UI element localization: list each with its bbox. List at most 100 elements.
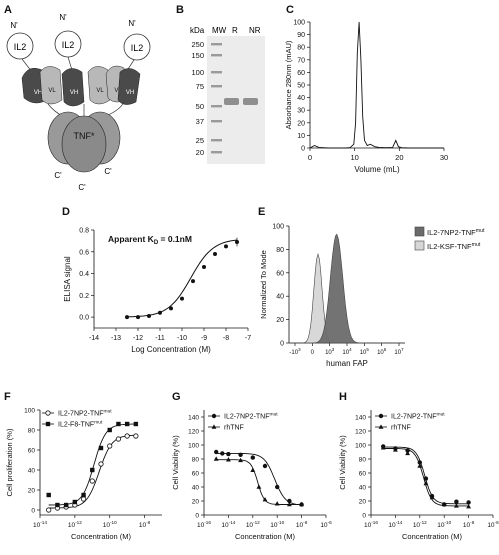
data-point [225, 457, 231, 462]
data-point [133, 433, 139, 439]
legend-label: rhTNF [224, 425, 244, 432]
data-point [107, 427, 112, 433]
y-tick-label: 0 [31, 508, 35, 515]
y-axis-label: Absorbance 280nm (mAU) [284, 40, 293, 129]
y-tick-label: 60 [192, 471, 200, 478]
panel-h: H 0 20 40 60 80 100 120 140 10-16 10-14 10-12 10-10… [333, 385, 499, 550]
x-axis-label: Volume (mL) [354, 165, 400, 174]
sds-page-gel: kDa MW R NR 250 150 100 75 50 37 25 20 [190, 26, 265, 164]
chart-d: 0.0 0.2 0.4 0.6 0.8 -14 -13 -12 -11 -10 -9 -8 -7 Appa… [63, 228, 251, 355]
legend-label: IL2-F8-TNFmut [58, 420, 103, 429]
legend-marker [45, 410, 51, 416]
data-point [169, 306, 173, 311]
c-terminus-label: C' [78, 183, 86, 192]
svg-text:VL: VL [96, 88, 104, 94]
x-tick-label: 107 [394, 347, 404, 356]
panel-label: H [339, 391, 347, 403]
y-tick-label: 0.2 [79, 293, 89, 300]
legend-label: IL2-7NP2-TNFmut [58, 409, 112, 418]
data-point [392, 447, 398, 452]
data-point [429, 494, 435, 500]
x-tick-label: 10-6 [487, 520, 499, 529]
data-point [238, 457, 244, 463]
x-tick-label: 10-12 [246, 520, 260, 529]
fit-curve [216, 459, 302, 505]
legend-swatch [414, 240, 425, 251]
data-point [46, 507, 52, 513]
y-tick-label: 80 [359, 457, 367, 464]
y-axis-label: Cell proliferation (%) [5, 428, 14, 496]
y-tick-label: 40 [276, 294, 284, 301]
y-axis-label: ELISA signal [63, 256, 72, 302]
marker-tick-label: 37 [196, 117, 204, 126]
y-tick-label: 0.8 [79, 228, 89, 235]
data-point [235, 239, 239, 244]
x-tick-label: -11 [155, 335, 165, 342]
lane-label-nr: NR [249, 26, 261, 35]
data-point [72, 499, 78, 505]
data-point [158, 310, 162, 315]
data-point [441, 501, 447, 507]
histogram-7np2 [289, 233, 405, 344]
y-tick-label: 80 [28, 428, 36, 435]
y-tick-label: 20 [28, 488, 36, 495]
y-tick-label: 120 [188, 429, 199, 436]
legend-label: IL2-7NP2-TNFmut [224, 412, 278, 421]
x-tick-label: -9 [201, 335, 207, 342]
x-tick-label: 10-14 [221, 520, 235, 529]
data-point [423, 480, 429, 486]
lane-label-mw: MW [212, 26, 227, 35]
data-point [380, 445, 386, 450]
y-tick-label: 20 [359, 499, 367, 506]
il2-domain-left: N' IL2 [6, 21, 34, 73]
il2-domain-right: N' IL2 [123, 19, 151, 73]
x-tick-label: -13 [111, 335, 121, 342]
y-tick-label: 10 [297, 133, 305, 140]
data-point [466, 503, 472, 509]
marker-tick-label: 250 [191, 40, 204, 49]
y-tick-label: 0 [280, 341, 284, 348]
y-tick-label: 40 [297, 95, 305, 102]
panel-c: C 0 10 20 30 40 50 60 70 80 90 100 0 10 20 30 Volume (m… [282, 0, 499, 180]
data-point [125, 315, 129, 320]
x-tick-label: 106 [377, 347, 387, 356]
y-axis-label: Cell Viability (%) [338, 435, 347, 490]
ladder-band [211, 139, 222, 142]
data-point [423, 476, 429, 481]
svg-text:VH: VH [70, 90, 78, 96]
y-tick-label: 50 [297, 83, 305, 90]
data-point [133, 421, 139, 427]
data-point [191, 279, 195, 284]
data-point [286, 501, 292, 507]
data-point [250, 467, 256, 472]
data-point [213, 456, 219, 461]
x-tick-label: 10-6 [320, 520, 332, 529]
panel-f: F 0 20 40 60 80 100 10-14 10-12 10-10 10-8 IL2-7NP… [0, 385, 168, 550]
y-tick-label: 60 [28, 448, 36, 455]
panel-label: G [172, 391, 181, 403]
svg-text:VH: VH [126, 90, 134, 96]
chart-e: 0 20 40 60 80 100 -103 0 103 104 105 106 107 human FA… [259, 224, 485, 369]
x-axis-label: Concentration (M) [71, 532, 132, 541]
c-terminus-label: C' [54, 171, 62, 180]
data-point [454, 499, 459, 504]
x-tick-label: 10-12 [68, 520, 82, 529]
data-point [80, 496, 87, 502]
chart-g: 0 20 40 60 80 100 120 140 10-16 10-14 10-12 10-10 10… [171, 410, 332, 541]
marker-tick-label: 150 [191, 51, 204, 60]
n-terminus-label: N' [59, 13, 67, 22]
x-tick-label: 10-10 [103, 520, 117, 529]
x-tick-label: -7 [245, 335, 251, 342]
n-terminus-label: N' [10, 21, 18, 30]
data-point [46, 492, 51, 498]
data-point [107, 443, 113, 449]
tnf-trimer: TNF* [47, 111, 121, 173]
y-tick-label: 100 [293, 20, 305, 27]
kda-label: kDa [190, 26, 205, 35]
y-tick-label: 60 [359, 471, 367, 478]
x-tick-label: 10 [350, 153, 358, 162]
ladder-band [211, 54, 222, 57]
data-point [98, 445, 104, 451]
y-tick-label: 0 [301, 146, 305, 153]
y-tick-label: 20 [192, 499, 200, 506]
